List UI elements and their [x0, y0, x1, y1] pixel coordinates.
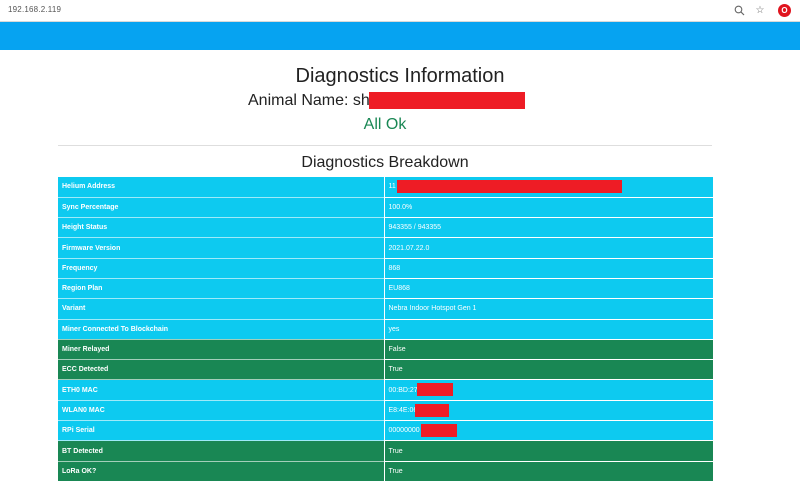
- row-value-text: yes: [388, 325, 400, 333]
- row-key: ECC Detected: [58, 359, 384, 381]
- row-value: True: [383, 359, 713, 381]
- table-row: Region Plan EU868: [58, 278, 713, 300]
- table-row: Miner Relayed False: [58, 339, 713, 361]
- diagnostics-table: Helium Address 11 Sync Percentage 100.0% Hei…: [58, 177, 713, 482]
- row-value-text: 00:BD:27: [388, 386, 418, 394]
- table-row: LoRa OK? True: [58, 461, 713, 482]
- table-row: ECC Detected True: [58, 359, 713, 381]
- breakdown-title: Diagnostics Breakdown: [301, 154, 469, 171]
- table-row: Height Status 943355 / 943355: [58, 217, 713, 239]
- row-value-text: E8:4E:06: [388, 406, 418, 414]
- row-key: Sync Percentage: [58, 197, 384, 219]
- row-value: E8:4E:06: [383, 400, 713, 422]
- row-key: Helium Address: [58, 177, 384, 198]
- page-title: Diagnostics Information: [295, 65, 505, 87]
- animal-name: Animal Name: sh: [248, 92, 370, 109]
- row-value-text: True: [388, 467, 403, 475]
- row-value: 00:BD:27: [383, 379, 713, 401]
- row-value-text: True: [388, 366, 403, 374]
- row-value-text: False: [388, 346, 406, 354]
- table-row: Helium Address 11: [58, 177, 713, 198]
- row-key: ETH0 MAC: [58, 379, 384, 401]
- opera-logo-icon[interactable]: O: [778, 4, 791, 17]
- row-value-text: 100.0%: [388, 203, 413, 211]
- row-value: True: [383, 440, 713, 462]
- row-value: 868: [383, 258, 713, 279]
- row-value-text: 943355 / 943355: [388, 224, 442, 232]
- table-row: RPi Serial 00000000: [58, 420, 713, 442]
- redaction-block: [414, 403, 449, 417]
- table-row: Sync Percentage 100.0%: [58, 197, 713, 219]
- row-value-text: 868: [388, 264, 401, 272]
- redaction-block: [396, 180, 622, 193]
- row-key: Firmware Version: [58, 237, 384, 259]
- status-text: All Ok: [363, 116, 407, 133]
- divider: [58, 145, 712, 146]
- row-value: 00000000: [383, 420, 713, 442]
- redaction-block: [420, 424, 457, 438]
- table-row: Variant Nebra Indoor Hotspot Gen 1: [58, 298, 713, 320]
- row-value-text: 00000000: [388, 427, 420, 435]
- row-key: Miner Relayed: [58, 339, 384, 361]
- browser-toolbar: 192.168.2.119 ☆ O: [0, 0, 800, 22]
- row-key: Height Status: [58, 217, 384, 239]
- row-value-text: True: [388, 447, 403, 455]
- row-value-text: 11: [388, 183, 396, 191]
- table-row: WLAN0 MAC E8:4E:06: [58, 400, 713, 422]
- row-value: 100.0%: [383, 197, 713, 219]
- redaction-block: [369, 92, 525, 109]
- redaction-block: [416, 383, 453, 397]
- row-value: True: [383, 461, 713, 482]
- row-key: Variant: [58, 298, 384, 320]
- row-value: False: [383, 339, 713, 361]
- row-value: 11: [383, 177, 713, 198]
- table-row: Frequency 868: [58, 258, 713, 279]
- table-row: Miner Connected To Blockchain yes: [58, 319, 713, 340]
- row-key: WLAN0 MAC: [58, 400, 384, 422]
- magnifier-icon[interactable]: [733, 5, 745, 17]
- row-key: Miner Connected To Blockchain: [58, 319, 384, 340]
- table-row: Firmware Version 2021.07.22.0: [58, 237, 713, 259]
- address-bar[interactable]: 192.168.2.119: [8, 5, 62, 14]
- table-row: ETH0 MAC 00:BD:27: [58, 379, 713, 401]
- row-value: yes: [383, 319, 713, 340]
- row-value-text: EU868: [388, 285, 410, 293]
- row-value: 943355 / 943355: [383, 217, 713, 239]
- row-value: EU868: [383, 278, 713, 300]
- row-value: Nebra Indoor Hotspot Gen 1: [383, 298, 713, 320]
- top-header-bar: [0, 22, 800, 50]
- row-key: RPi Serial: [58, 420, 384, 442]
- star-icon[interactable]: ☆: [755, 5, 765, 16]
- table-row: BT Detected True: [58, 440, 713, 462]
- row-key: Frequency: [58, 258, 384, 279]
- row-key: LoRa OK?: [58, 461, 384, 482]
- row-value-text: 2021.07.22.0: [388, 244, 430, 252]
- row-key: Region Plan: [58, 278, 384, 300]
- row-key: BT Detected: [58, 440, 384, 462]
- row-value-text: Nebra Indoor Hotspot Gen 1: [388, 305, 477, 313]
- row-value: 2021.07.22.0: [383, 237, 713, 259]
